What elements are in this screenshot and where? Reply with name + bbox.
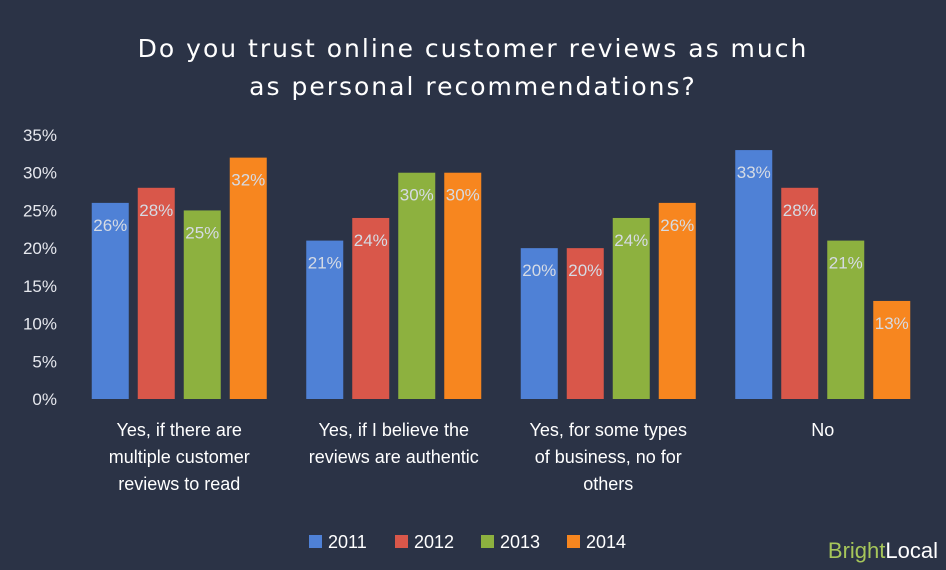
- data-label: 20%: [522, 261, 556, 280]
- x-category-label: Yes, if I believe the: [319, 420, 469, 440]
- y-tick-label: 15%: [23, 277, 57, 296]
- bar-2012-1: [137, 187, 175, 399]
- data-label: 30%: [446, 186, 480, 205]
- y-tick-label: 25%: [23, 201, 57, 220]
- data-label: 32%: [231, 171, 265, 190]
- x-category-label: Yes, if there are: [117, 420, 242, 440]
- brand-logo-bright: Bright: [828, 538, 885, 563]
- bar-2011-1: [91, 202, 129, 399]
- legend-swatch-2011: [309, 535, 322, 548]
- data-label: 21%: [308, 254, 342, 273]
- brand-logo-local: Local: [885, 538, 938, 563]
- x-category-label: multiple customer: [109, 447, 250, 467]
- y-tick-label: 30%: [23, 164, 57, 183]
- data-label: 20%: [568, 261, 602, 280]
- data-label: 21%: [829, 254, 863, 273]
- x-category-label: reviews are authentic: [309, 447, 479, 467]
- bar-2013-3: [612, 217, 650, 399]
- data-label: 13%: [875, 314, 909, 333]
- bar-2011-2: [306, 240, 344, 399]
- chart-title-line-2: as personal recommendations?: [249, 72, 697, 101]
- data-label: 25%: [185, 223, 219, 242]
- x-category-label: Yes, for some types: [530, 420, 687, 440]
- y-tick-label: 10%: [23, 315, 57, 334]
- data-label: 30%: [400, 186, 434, 205]
- legend-label-2013: 2013: [500, 532, 540, 552]
- brand-logo: BrightLocal: [828, 538, 938, 563]
- data-labels: 26% 28% 25% 32% 21% 24% 30% 30% 20% 20% 24% 26% 33% 2…: [93, 163, 909, 333]
- data-label: 24%: [354, 231, 388, 250]
- bar-2013-1: [183, 210, 221, 399]
- bar-2011-3: [520, 248, 558, 399]
- x-axis: Yes, if there are multiple customer review…: [109, 420, 835, 494]
- bar-2012-4: [781, 187, 819, 399]
- x-category-label: of business, no for: [535, 447, 682, 467]
- x-category-label: reviews to read: [118, 474, 240, 494]
- data-label: 28%: [139, 201, 173, 220]
- y-tick-label: 5%: [32, 352, 57, 371]
- x-category-label: No: [811, 420, 834, 440]
- bars: [91, 150, 911, 399]
- bar-2013-2: [398, 172, 436, 399]
- data-label: 28%: [783, 201, 817, 220]
- y-tick-label: 35%: [23, 126, 57, 145]
- legend-swatch-2013: [481, 535, 494, 548]
- legend-label-2012: 2012: [414, 532, 454, 552]
- x-category-label: others: [583, 474, 633, 494]
- legend: 2011 2012 2013 2014: [309, 532, 626, 552]
- bar-2014-1: [229, 157, 267, 399]
- data-label: 26%: [660, 216, 694, 235]
- bar-2014-4: [873, 300, 911, 399]
- legend-swatch-2012: [395, 535, 408, 548]
- legend-label-2011: 2011: [328, 532, 367, 552]
- chart-title: Do you trust online customer reviews as …: [138, 34, 809, 101]
- bar-2011-4: [735, 150, 773, 399]
- bar-2012-2: [352, 217, 390, 399]
- chart-title-line-1: Do you trust online customer reviews as …: [138, 34, 809, 63]
- data-label: 26%: [93, 216, 127, 235]
- legend-swatch-2014: [567, 535, 580, 548]
- y-tick-label: 20%: [23, 239, 57, 258]
- bar-2013-4: [827, 240, 865, 399]
- bar-2014-2: [444, 172, 482, 399]
- bar-2014-3: [658, 202, 696, 399]
- legend-label-2014: 2014: [586, 532, 626, 552]
- data-label: 24%: [614, 231, 648, 250]
- y-axis: 0% 5% 10% 15% 20% 25% 30% 35%: [23, 126, 57, 409]
- bar-2012-3: [566, 248, 604, 399]
- y-tick-label: 0%: [32, 390, 57, 409]
- data-label: 33%: [737, 163, 771, 182]
